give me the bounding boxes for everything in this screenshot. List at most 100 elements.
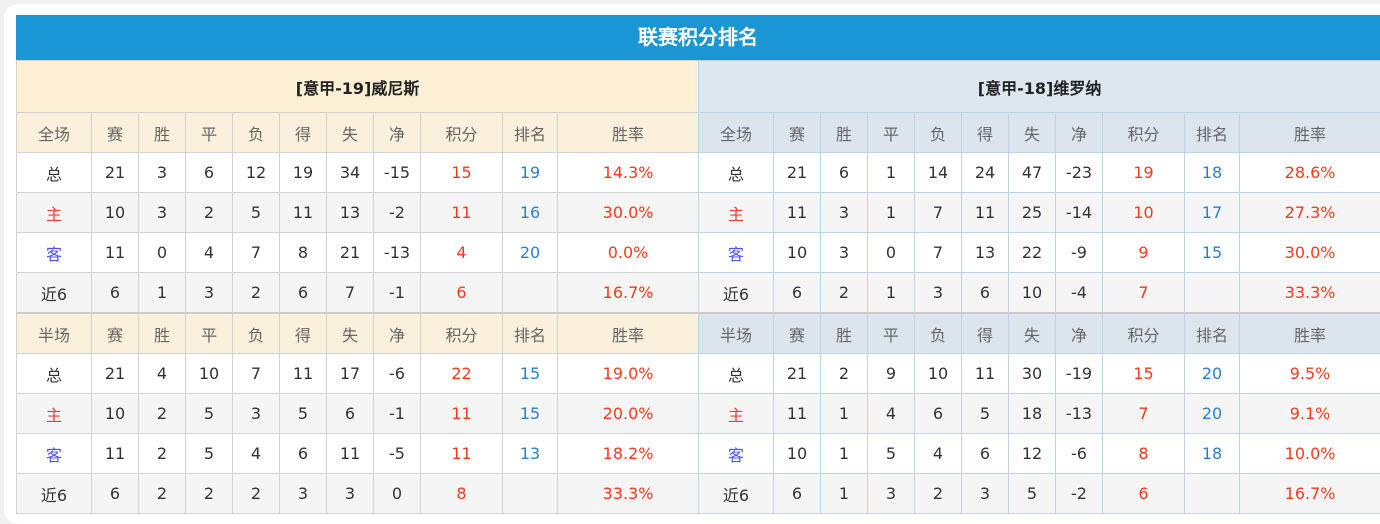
half-header-row: 半场赛胜平负得失净积分排名胜率 xyxy=(699,313,1380,354)
cell: -2 xyxy=(1056,474,1103,514)
column-header: 净 xyxy=(374,113,421,153)
column-header: 得 xyxy=(280,313,327,354)
cell: 21 xyxy=(92,354,139,394)
cell: 11 xyxy=(280,193,327,233)
cell: 11 xyxy=(92,434,139,474)
column-header: 胜率 xyxy=(1240,113,1380,153)
cell: 3 xyxy=(139,193,186,233)
cell: 8 xyxy=(280,233,327,273)
cell: 17 xyxy=(1185,193,1240,233)
cell: 6 xyxy=(915,394,962,434)
cell: -23 xyxy=(1056,153,1103,193)
column-header: 半场 xyxy=(699,313,774,354)
cell: 5 xyxy=(962,394,1009,434)
cell: 6 xyxy=(280,273,327,314)
cell: 33.3% xyxy=(558,474,699,514)
cell: -5 xyxy=(374,434,421,474)
cell: 4 xyxy=(139,354,186,394)
cell: 4 xyxy=(233,434,280,474)
row-label: 近6 xyxy=(699,273,774,314)
cell: 19.0% xyxy=(558,354,699,394)
team-name: [意甲-19]威尼斯 xyxy=(17,61,699,113)
cell: 18 xyxy=(1009,394,1056,434)
column-header: 平 xyxy=(868,313,915,354)
cell: 2 xyxy=(915,474,962,514)
cell: 30.0% xyxy=(558,193,699,233)
cell: 10 xyxy=(92,394,139,434)
cell: -13 xyxy=(374,233,421,273)
cell: 28.6% xyxy=(1240,153,1380,193)
row-label: 总 xyxy=(699,354,774,394)
column-header: 失 xyxy=(327,313,374,354)
cell: 6 xyxy=(186,153,233,193)
cell: 6 xyxy=(1103,474,1185,514)
column-header: 积分 xyxy=(421,113,503,153)
column-header: 得 xyxy=(962,313,1009,354)
cell: 12 xyxy=(233,153,280,193)
column-header: 排名 xyxy=(1185,113,1240,153)
column-header: 赛 xyxy=(774,313,821,354)
row-label: 总 xyxy=(699,153,774,193)
cell: 2 xyxy=(139,394,186,434)
cell: 18.2% xyxy=(558,434,699,474)
cell: 0.0% xyxy=(558,233,699,273)
cell: 3 xyxy=(821,233,868,273)
column-header: 失 xyxy=(327,113,374,153)
column-header: 平 xyxy=(868,113,915,153)
cell xyxy=(1185,474,1240,514)
cell: 14 xyxy=(915,153,962,193)
cell: 7 xyxy=(233,233,280,273)
row-label: 近6 xyxy=(17,474,92,514)
cell: 4 xyxy=(421,233,503,273)
cell: -14 xyxy=(1056,193,1103,233)
cell: 3 xyxy=(233,394,280,434)
cell: 11 xyxy=(421,193,503,233)
cell: 15 xyxy=(1103,354,1185,394)
cell: 19 xyxy=(280,153,327,193)
column-header: 排名 xyxy=(503,313,558,354)
full-header-row: 全场赛胜平负得失净积分排名胜率 xyxy=(17,113,699,153)
cell: -6 xyxy=(1056,434,1103,474)
cell: 10 xyxy=(92,193,139,233)
row-label: 客 xyxy=(17,434,92,474)
row-label: 总 xyxy=(17,354,92,394)
cell: 1 xyxy=(139,273,186,314)
cell: 25 xyxy=(1009,193,1056,233)
column-header: 赛 xyxy=(92,313,139,354)
column-header: 胜率 xyxy=(558,113,699,153)
cell xyxy=(503,273,558,314)
cell: 21 xyxy=(327,233,374,273)
column-header: 胜 xyxy=(139,313,186,354)
column-header: 净 xyxy=(1056,313,1103,354)
cell: 6 xyxy=(280,434,327,474)
cell: 10.0% xyxy=(1240,434,1380,474)
column-header: 负 xyxy=(915,113,962,153)
column-header: 负 xyxy=(233,113,280,153)
cell: 9 xyxy=(1103,233,1185,273)
cell: 9.1% xyxy=(1240,394,1380,434)
column-header: 胜率 xyxy=(1240,313,1380,354)
cell: 5 xyxy=(186,434,233,474)
cell: -19 xyxy=(1056,354,1103,394)
cell: 6 xyxy=(421,273,503,314)
full-header-row: 全场赛胜平负得失净积分排名胜率 xyxy=(699,113,1380,153)
row-label: 主 xyxy=(17,394,92,434)
cell: 8 xyxy=(1103,434,1185,474)
cell: 5 xyxy=(186,394,233,434)
column-header: 得 xyxy=(280,113,327,153)
cell: 21 xyxy=(92,153,139,193)
cell: 7 xyxy=(233,354,280,394)
column-header: 得 xyxy=(962,113,1009,153)
cell: 10 xyxy=(774,233,821,273)
cell: 1 xyxy=(821,394,868,434)
cell: -15 xyxy=(374,153,421,193)
cell: 11 xyxy=(421,434,503,474)
column-header: 胜率 xyxy=(558,313,699,354)
cell: 1 xyxy=(868,153,915,193)
row-label: 客 xyxy=(17,233,92,273)
